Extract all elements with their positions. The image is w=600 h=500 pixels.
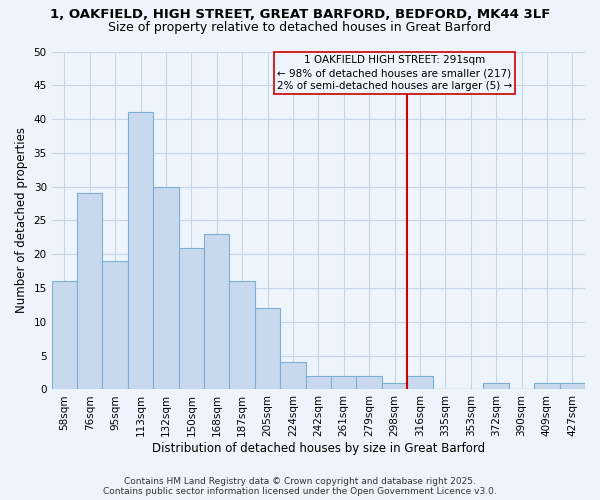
Bar (255, 308, 280, 390)
Bar (305, 376, 331, 390)
Bar (331, 376, 356, 390)
Bar (103, 261, 128, 390)
Bar (560, 382, 585, 390)
Bar (128, 112, 153, 390)
Text: 1, OAKFIELD, HIGH STREET, GREAT BARFORD, BEDFORD, MK44 3LF: 1, OAKFIELD, HIGH STREET, GREAT BARFORD,… (50, 8, 550, 20)
Bar (229, 282, 255, 390)
Y-axis label: Number of detached properties: Number of detached properties (15, 128, 28, 314)
Bar (179, 248, 204, 390)
X-axis label: Distribution of detached houses by size in Great Barford: Distribution of detached houses by size … (152, 442, 485, 455)
Bar (407, 376, 433, 390)
Bar (534, 382, 560, 390)
Bar (204, 234, 229, 390)
Bar (280, 362, 305, 390)
Bar (52, 282, 77, 390)
Bar (356, 376, 382, 390)
Bar (153, 186, 179, 390)
Text: Size of property relative to detached houses in Great Barford: Size of property relative to detached ho… (109, 21, 491, 34)
Bar (484, 382, 509, 390)
Bar (77, 194, 103, 390)
Bar (382, 382, 407, 390)
Text: 1 OAKFIELD HIGH STREET: 291sqm
← 98% of detached houses are smaller (217)
2% of : 1 OAKFIELD HIGH STREET: 291sqm ← 98% of … (277, 55, 512, 92)
Text: Contains HM Land Registry data © Crown copyright and database right 2025.
Contai: Contains HM Land Registry data © Crown c… (103, 476, 497, 496)
